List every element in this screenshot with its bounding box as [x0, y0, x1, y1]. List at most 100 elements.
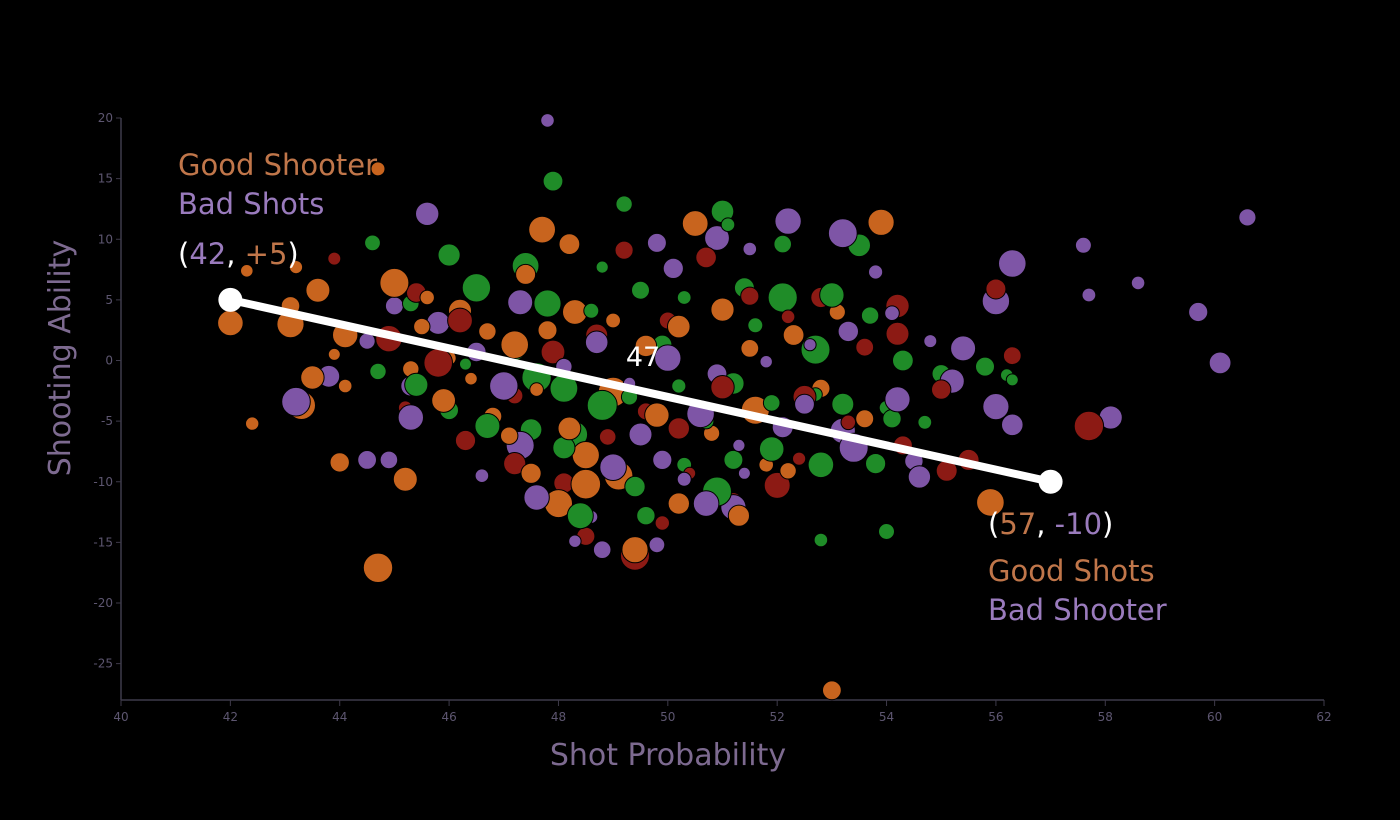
data-point	[515, 263, 537, 285]
annotation-bad-shots: Bad Shots	[178, 187, 324, 221]
data-point	[437, 243, 461, 267]
data-point	[397, 404, 424, 431]
data-point	[281, 386, 311, 417]
data-point	[568, 534, 582, 548]
data-point	[621, 536, 649, 564]
data-point	[676, 290, 692, 305]
data-point	[1238, 208, 1257, 227]
data-point	[758, 436, 785, 462]
data-point	[413, 317, 431, 336]
data-point	[537, 320, 558, 341]
data-point	[644, 402, 670, 428]
x-tick-label: 46	[441, 710, 456, 724]
data-point	[357, 450, 378, 470]
x-tick-label: 50	[660, 710, 675, 724]
data-point	[831, 392, 855, 416]
data-point	[681, 210, 709, 237]
data-point	[710, 297, 735, 322]
x-tick-label: 60	[1207, 710, 1222, 724]
data-point	[540, 113, 555, 128]
data-point	[819, 282, 845, 308]
data-point	[586, 389, 618, 421]
x-tick-label: 40	[113, 710, 128, 724]
data-point	[671, 378, 687, 394]
y-tick-label: -5	[101, 414, 113, 428]
data-point	[592, 540, 612, 560]
coord-separator: ,	[226, 237, 244, 271]
data-point	[654, 515, 670, 531]
data-point	[774, 207, 802, 235]
y-tick-label: -20	[93, 596, 113, 610]
data-point	[676, 471, 692, 487]
data-point	[998, 249, 1027, 278]
coord-open-paren: (	[988, 507, 999, 541]
data-point	[837, 320, 859, 343]
data-point	[571, 441, 600, 470]
data-point	[503, 452, 527, 476]
segment-value-label: 47	[626, 342, 660, 373]
data-point	[867, 208, 895, 236]
data-point	[423, 348, 454, 378]
data-point	[907, 465, 932, 489]
data-point	[628, 422, 653, 447]
data-point	[1208, 351, 1232, 375]
data-point	[464, 371, 478, 386]
data-point	[624, 475, 646, 498]
data-point	[636, 506, 656, 526]
x-axis-title: Shot Probability	[550, 738, 786, 773]
data-point	[740, 339, 760, 358]
data-point	[779, 462, 797, 480]
data-point	[474, 468, 490, 484]
data-point	[868, 264, 884, 280]
data-point	[542, 170, 564, 192]
annotation-top-left: Good Shooter Bad Shots (42, +5)	[178, 148, 377, 271]
data-point	[583, 302, 600, 319]
data-point	[803, 338, 817, 352]
data-point	[566, 502, 594, 530]
data-point	[595, 260, 609, 274]
data-point	[570, 468, 602, 500]
data-point	[931, 379, 952, 400]
data-point	[855, 337, 875, 357]
annotation-good-shooter: Good Shooter	[178, 148, 377, 182]
x-tick-label: 56	[988, 710, 1003, 724]
data-point	[426, 310, 451, 335]
data-point	[737, 466, 751, 480]
annotation-coord-57-minus10: (57, -10)	[988, 507, 1113, 541]
data-point	[813, 532, 829, 548]
data-point	[431, 388, 457, 413]
segment-start-point	[218, 287, 243, 312]
y-axis-title: Shooting Ability	[43, 240, 78, 477]
data-point	[634, 334, 658, 358]
data-point	[794, 393, 815, 415]
data-point	[557, 416, 582, 441]
data-point	[747, 317, 764, 334]
coord-open-paren: (	[178, 237, 189, 271]
data-point	[1002, 346, 1022, 366]
data-point	[520, 462, 542, 484]
data-point	[975, 356, 995, 377]
data-point	[860, 306, 880, 325]
coord-close-paren: )	[1102, 507, 1113, 541]
data-point	[950, 335, 977, 362]
data-point	[827, 218, 858, 249]
data-point	[540, 339, 566, 365]
data-point	[762, 394, 781, 412]
data-point	[763, 471, 791, 499]
coord-x-value: 42	[189, 237, 226, 271]
annotation-good-shots: Good Shots	[988, 554, 1155, 588]
x-tick-label: 58	[1098, 710, 1113, 724]
data-point	[327, 251, 342, 266]
data-point	[337, 378, 353, 394]
data-point	[1130, 275, 1146, 291]
data-point	[840, 414, 857, 431]
data-point	[459, 357, 472, 371]
data-point	[1188, 301, 1209, 323]
data-point	[392, 466, 418, 492]
x-tick-label: 52	[770, 710, 785, 724]
data-point	[780, 309, 796, 325]
data-point	[1005, 373, 1019, 387]
y-tick-label: 15	[98, 172, 113, 186]
data-point	[822, 680, 842, 701]
